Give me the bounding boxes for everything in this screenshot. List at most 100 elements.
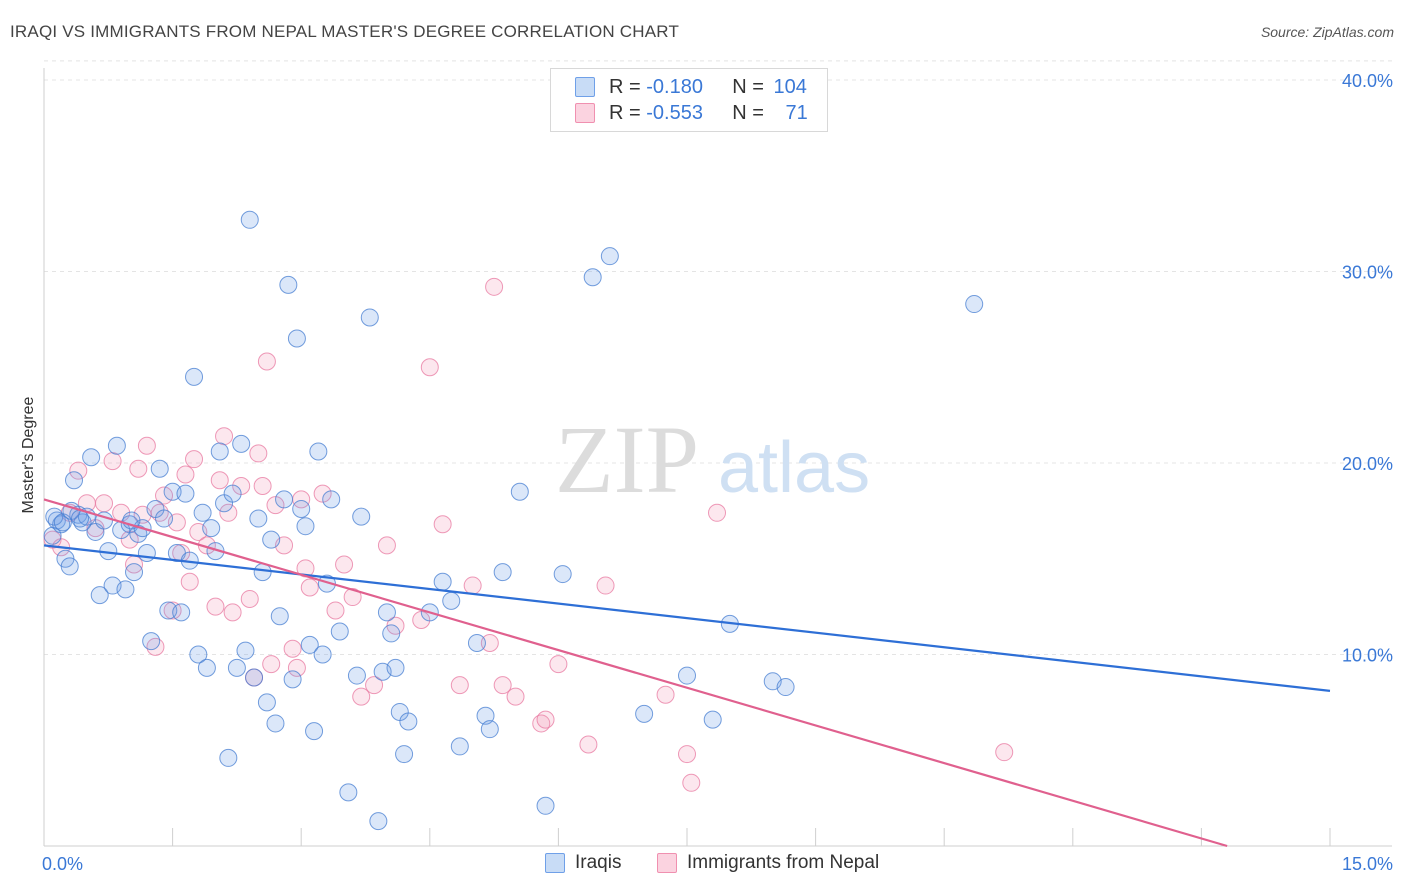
iraqi-point	[339, 783, 358, 802]
nepal-point	[335, 555, 354, 574]
stats-legend: R = -0.180 N = 104 R = -0.553 N = 71	[550, 68, 828, 132]
iraqi-point	[107, 436, 126, 455]
gridlines	[44, 60, 1392, 655]
nepal-point	[343, 588, 362, 607]
y-axis-label: Master's Degree	[20, 396, 37, 513]
iraqi-point	[382, 624, 401, 643]
iraqi-point	[493, 563, 512, 582]
nepal-point	[185, 450, 204, 469]
iraqi-point	[287, 329, 306, 348]
nepal-point	[682, 773, 701, 792]
iraqi-point	[292, 499, 311, 518]
iraqi-point	[965, 295, 984, 314]
iraqi-point	[322, 490, 341, 509]
series-nepal-points	[43, 277, 1014, 792]
nepal-point	[180, 572, 199, 591]
nepal-point	[103, 452, 122, 471]
iraqi-point	[219, 748, 238, 767]
bottom-legend-iraqis: Iraqis	[545, 852, 621, 874]
iraqi-point	[433, 572, 452, 591]
y-tick-label: 10.0%	[1342, 646, 1393, 666]
iraqi-point	[249, 509, 268, 528]
iraqi-point	[583, 268, 602, 287]
iraqi-point	[150, 459, 169, 478]
nepal-point	[313, 484, 332, 503]
iraqi-point	[480, 720, 499, 739]
iraqi-point	[467, 634, 486, 653]
x-tick-labels: 0.0% 15.0%	[42, 854, 1393, 874]
iraqi-point	[442, 591, 461, 610]
nepal-point	[433, 515, 452, 534]
iraqi-point	[330, 622, 349, 641]
legend-n-label: N =	[732, 75, 764, 98]
legend-swatch-iraqis	[575, 77, 595, 97]
nepal-point	[240, 589, 259, 608]
bottom-legend-nepal: Immigrants from Nepal	[657, 852, 879, 874]
nepal-point	[95, 494, 114, 513]
nepal-point	[223, 603, 242, 622]
bottom-legend-swatch-nepal	[657, 853, 677, 873]
nepal-point	[450, 676, 469, 695]
legend-row-nepal: R = -0.553 N = 71	[575, 100, 808, 126]
nepal-point	[352, 687, 371, 706]
iraqi-point	[386, 658, 405, 677]
nepal-point	[210, 471, 229, 490]
y-tick-label: 30.0%	[1342, 263, 1393, 283]
nepal-point	[253, 476, 272, 495]
iraqi-point	[266, 714, 285, 733]
iraqi-point	[236, 641, 255, 660]
nepal-point	[215, 427, 234, 446]
iraqi-point	[678, 666, 696, 685]
iraqi-point	[300, 635, 319, 654]
watermark-zip: ZIP	[555, 406, 699, 513]
iraqi-point	[536, 796, 555, 815]
nepal-point	[326, 601, 345, 620]
iraqi-point	[352, 507, 371, 526]
source-label: Source: ZipAtlas.com	[1260, 24, 1394, 40]
legend-r-label: R =	[609, 101, 641, 124]
iraqi-point	[476, 706, 495, 725]
iraqi-point	[450, 737, 469, 756]
y-tick-label: 40.0%	[1342, 71, 1393, 91]
y-tick-label: 20.0%	[1342, 454, 1393, 474]
iraqi-point	[257, 693, 276, 712]
trend-line-iraqis	[43, 544, 1331, 692]
iraqi-point	[270, 607, 289, 626]
iraqi-point	[377, 603, 396, 622]
nepal-point	[656, 685, 675, 704]
nepal-point	[536, 710, 555, 729]
iraqi-point	[137, 544, 156, 563]
iraqi-point	[245, 668, 264, 687]
trend-line-nepal	[43, 498, 1228, 848]
legend-r-value: -0.180	[646, 75, 703, 98]
nepal-point	[287, 658, 306, 677]
iraqi-point	[305, 722, 324, 741]
nepal-point	[69, 461, 88, 480]
iraqi-point	[240, 210, 259, 229]
y-tick-labels: 10.0% 20.0% 30.0% 40.0%	[1342, 71, 1393, 666]
nepal-point	[129, 459, 148, 478]
nepal-point	[506, 687, 525, 706]
legend-r-value: -0.553	[646, 101, 703, 124]
legend-swatch-nepal	[575, 103, 595, 123]
nepal-point	[708, 503, 727, 522]
iraqi-point	[360, 308, 379, 327]
iraqi-point	[635, 704, 654, 723]
x-tick-label: 15.0%	[1342, 854, 1393, 874]
iraqi-point	[227, 658, 246, 677]
iraqi-point	[399, 712, 418, 731]
iraqi-point	[600, 247, 619, 266]
iraqi-point	[65, 471, 84, 490]
nepal-point	[377, 536, 396, 555]
iraqi-point	[283, 670, 302, 689]
nepal-point	[137, 436, 156, 455]
trend-lines	[43, 498, 1331, 848]
legend-r-label: R =	[609, 75, 641, 98]
nepal-point	[262, 655, 281, 674]
watermark: ZIP atlas	[555, 406, 870, 513]
watermark-atlas: atlas	[718, 428, 870, 508]
nepal-point	[678, 745, 696, 764]
nepal-point	[206, 597, 225, 616]
nepal-point	[176, 465, 195, 484]
